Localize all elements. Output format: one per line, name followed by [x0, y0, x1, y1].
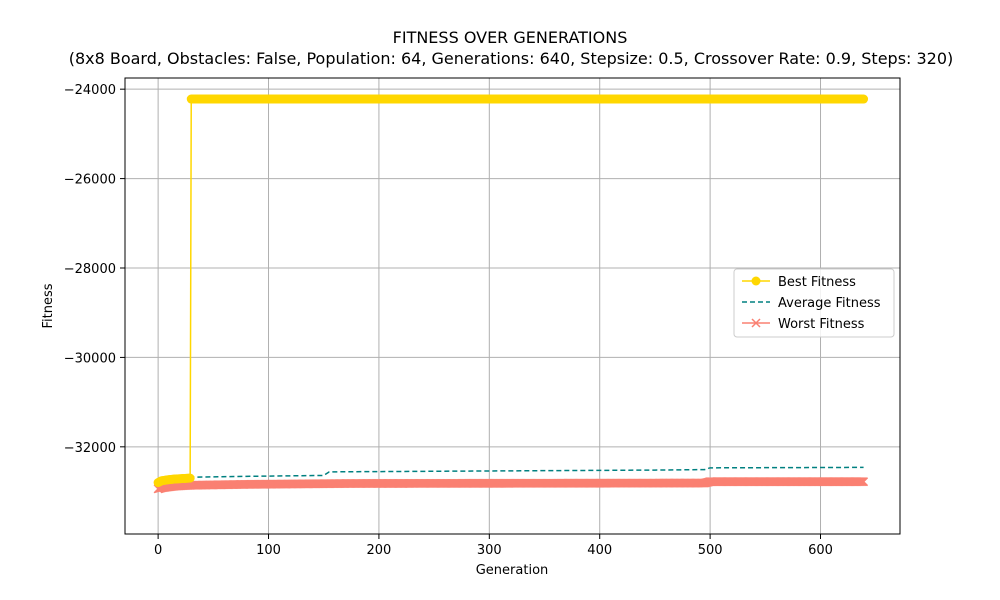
data-point — [855, 477, 865, 487]
legend-label-worst: Worst Fitness — [778, 317, 865, 332]
data-point — [859, 477, 869, 487]
grid — [125, 78, 900, 534]
data-point — [859, 94, 869, 104]
x-tick-label: 600 — [808, 543, 833, 558]
y-tick-label: −30000 — [64, 351, 116, 366]
x-tick-label: 400 — [587, 543, 612, 558]
y-tick-label: −32000 — [64, 441, 116, 456]
y-tick-label: −24000 — [64, 83, 116, 98]
y-tick-label: −26000 — [64, 173, 116, 188]
x-tick-label: 0 — [154, 543, 162, 558]
series-worst-fitness — [153, 477, 869, 494]
x-axis-label: Generation — [476, 563, 549, 578]
x-tick-label: 200 — [367, 543, 392, 558]
y-tick-label: −28000 — [64, 262, 116, 277]
series-layer — [153, 94, 869, 494]
data-point — [185, 473, 195, 483]
plot-frame — [124, 77, 901, 535]
x-ticks: 0 100 200 300 400 500 600 — [154, 534, 833, 558]
x-tick-label: 100 — [256, 543, 281, 558]
legend-marker-best — [751, 276, 761, 286]
data-point — [857, 477, 867, 487]
legend-label-average: Average Fitness — [778, 296, 881, 311]
legend: Best Fitness Average Fitness Worst Fitne… — [733, 268, 895, 338]
legend-marker-worst — [751, 318, 761, 328]
x-tick-label: 500 — [698, 543, 723, 558]
chart-subtitle: (8x8 Board, Obstacles: False, Population… — [69, 49, 954, 68]
y-ticks: −32000 −30000 −28000 −26000 −24000 — [64, 83, 125, 456]
data-point — [856, 477, 866, 487]
legend-label-best: Best Fitness — [778, 275, 856, 290]
x-tick-label: 300 — [477, 543, 502, 558]
chart-title: FITNESS OVER GENERATIONS — [393, 28, 628, 47]
legend-box — [733, 268, 895, 338]
y-axis-label: Fitness — [41, 283, 56, 328]
series-best-fitness — [153, 94, 869, 488]
